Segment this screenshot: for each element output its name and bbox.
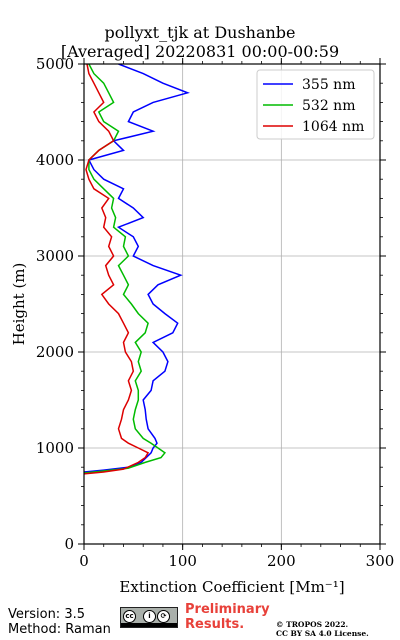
x-tick-label: 0 xyxy=(79,552,89,570)
version-label: Version: 3.5 xyxy=(8,607,85,622)
y-tick-label: 0 xyxy=(64,535,74,553)
chart-title: pollyxt_tjk at Dushanbe xyxy=(104,23,296,42)
x-tick-label: 100 xyxy=(168,552,197,570)
y-tick-label: 2000 xyxy=(36,343,74,361)
axis-ticks xyxy=(78,58,386,550)
series-layer xyxy=(84,64,190,475)
share-alike-icon: ⟳ xyxy=(157,610,170,623)
x-tick-label: 200 xyxy=(267,552,296,570)
x-axis-label: Extinction Coefficient [Mm⁻¹] xyxy=(119,578,344,596)
y-tick-label: 3000 xyxy=(36,247,74,265)
y-axis-label: Height (m) xyxy=(10,263,28,346)
plot-frame xyxy=(83,63,381,545)
y-tick-label: 4000 xyxy=(36,151,74,169)
copyright-line-2: CC BY SA 4.0 License. xyxy=(276,629,369,638)
cc-license-badge: cc i ⟳ xyxy=(120,607,178,628)
badge-bar xyxy=(121,623,177,627)
method-label: Method: Raman xyxy=(8,622,111,637)
copyright-note: © TROPOS 2022. CC BY SA 4.0 License. xyxy=(276,620,369,638)
legend-box xyxy=(256,69,375,140)
y-tick-label: 1000 xyxy=(36,439,74,457)
preliminary-line-1: Preliminary xyxy=(185,602,270,617)
series-line-532-nm xyxy=(84,64,166,474)
chart-subtitle: [Averaged] 20220831 00:00-00:59 xyxy=(60,42,340,61)
legend-label-355-nm: 355 nm xyxy=(302,77,355,93)
copyright-line-1: © TROPOS 2022. xyxy=(276,620,349,629)
legend-label-1064-nm: 1064 nm xyxy=(302,119,364,135)
series-line-355-nm xyxy=(84,64,190,473)
x-tick-label: 300 xyxy=(366,552,395,570)
preliminary-note: Preliminary Results. xyxy=(185,602,270,632)
preliminary-line-2: Results. xyxy=(185,617,245,632)
cc-icon: cc xyxy=(123,610,136,623)
legend-label-532-nm: 532 nm xyxy=(302,98,355,114)
legend: 355 nm 532 nm 1064 nm xyxy=(256,69,375,140)
series-line-1064-nm xyxy=(84,64,150,475)
y-tick-label: 5000 xyxy=(36,55,74,73)
attribution-icon: i xyxy=(143,610,156,623)
